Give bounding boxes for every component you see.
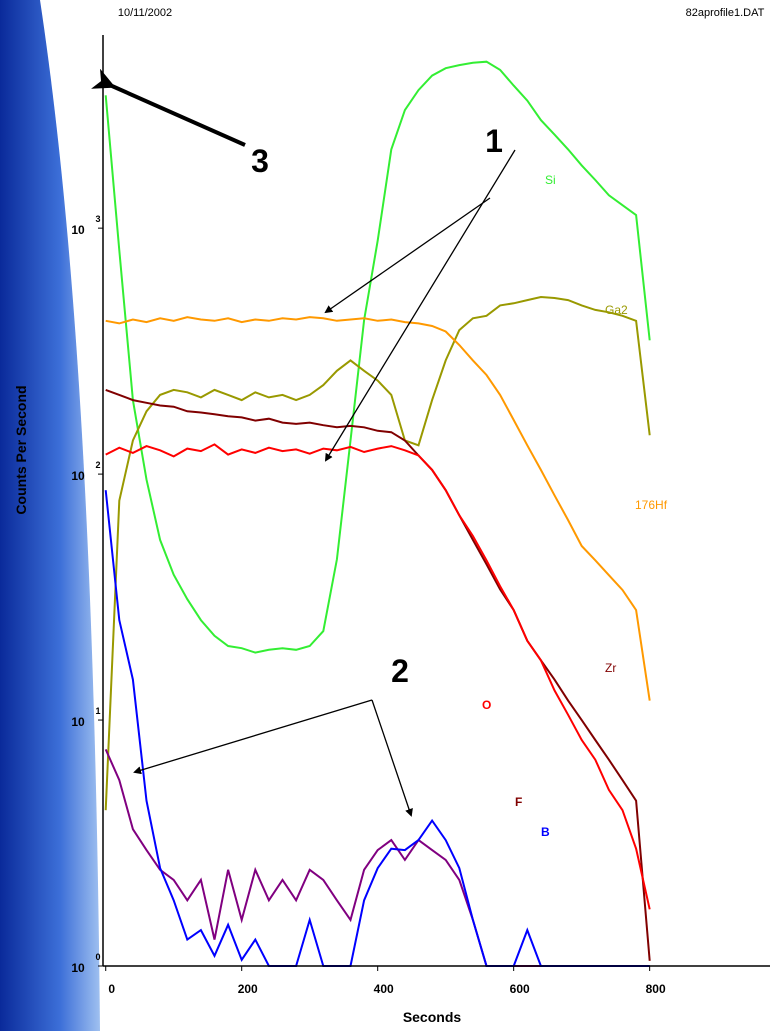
annotation-arrows [91,68,516,817]
annotation: 1 [485,123,503,159]
annotation: 2 [391,653,409,689]
background-decoration [0,0,100,1031]
plot-background [100,20,778,1031]
series-line [105,316,651,701]
y-tick-exponent: 3 [95,214,100,224]
series-line [104,60,651,654]
series-line [104,295,651,811]
x-tick-label: 0 [108,982,115,996]
series-label: Ga2 [605,303,628,317]
x-tick-label: 200 [238,982,258,996]
arrow [324,197,491,314]
series-label: 176Hf [635,498,668,512]
y-tick-label: 10 [71,469,85,483]
y-tick-exponent: 2 [95,460,100,470]
arrow [371,699,413,817]
series-label: F [515,795,522,809]
y-tick-label: 10 [71,715,85,729]
arrow [324,149,516,462]
y-tick-exponent: 1 [95,706,100,716]
x-axis-label: Seconds [403,1009,462,1025]
series-label: Zr [605,661,616,675]
arrow [91,68,246,147]
y-tick-label: 10 [71,223,85,237]
series-line [105,443,651,910]
series-label: B [541,825,550,839]
arrow [133,699,373,775]
y-tick-label: 10 [71,961,85,975]
x-tick-label: 400 [374,982,394,996]
annotation: 3 [251,143,269,179]
series-label: O [482,698,491,712]
x-tick-label: 800 [646,982,666,996]
y-axis-label: Counts Per Second [13,385,29,514]
series-line [105,388,651,961]
y-tick-exponent: 0 [95,952,100,962]
series-label: Si [545,173,556,187]
header-file: 82aprofile1.DAT [686,7,765,19]
x-tick-label: 600 [510,982,530,996]
header-date: 10/11/2002 [118,7,172,19]
